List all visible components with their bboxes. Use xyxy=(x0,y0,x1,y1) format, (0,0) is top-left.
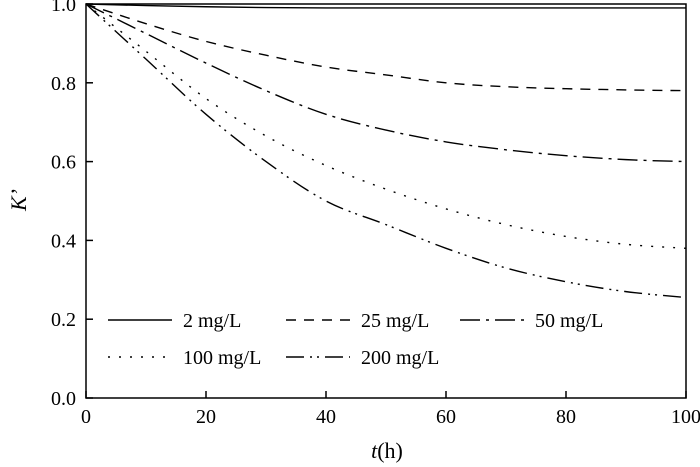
y-tick-label: 0.6 xyxy=(51,152,76,174)
series-line-5 xyxy=(85,3,687,299)
legend-label-4: 100 mg/L xyxy=(183,347,261,369)
x-tick-label: 20 xyxy=(196,406,216,428)
y-tick-label: 0.2 xyxy=(51,309,76,331)
x-tick-label: 0 xyxy=(81,406,91,428)
x-tick-label: 80 xyxy=(556,406,576,428)
legend-label-2: 25 mg/L xyxy=(361,310,429,332)
y-tick-label: 1.0 xyxy=(51,0,76,16)
x-axis-label-rest: (h) xyxy=(377,438,403,463)
legend-label-3: 50 mg/L xyxy=(535,310,603,332)
series-line-2 xyxy=(85,3,687,92)
x-tick-label: 40 xyxy=(316,406,336,428)
y-tick-label: 0.4 xyxy=(51,230,76,252)
y-axis-label: K’ xyxy=(6,189,31,212)
plot-frame xyxy=(85,3,687,399)
x-tick-label: 60 xyxy=(436,406,456,428)
y-tick-label: 0.8 xyxy=(51,73,76,95)
series-line-1 xyxy=(85,3,686,9)
legend-label-5: 200 mg/L xyxy=(361,347,439,369)
y-tick-label: 0.0 xyxy=(51,388,76,410)
x-axis-label: t(h) xyxy=(371,438,403,463)
x-axis-label-italic: t xyxy=(371,438,378,463)
series-lines xyxy=(85,3,687,299)
axis-ticks: 0 20 40 60 80 100 0.0 0.2 0.4 0.6 0.8 1.0 xyxy=(51,0,700,428)
series-line-4 xyxy=(85,3,687,249)
legend-label-1: 2 mg/L xyxy=(183,310,241,332)
plot-axes xyxy=(85,3,687,399)
x-tick-label: 100 xyxy=(671,406,700,428)
legend: 2 mg/L 25 mg/L 50 mg/L 100 mg/L 200 mg/L xyxy=(108,310,603,369)
series-line-3 xyxy=(85,3,687,163)
